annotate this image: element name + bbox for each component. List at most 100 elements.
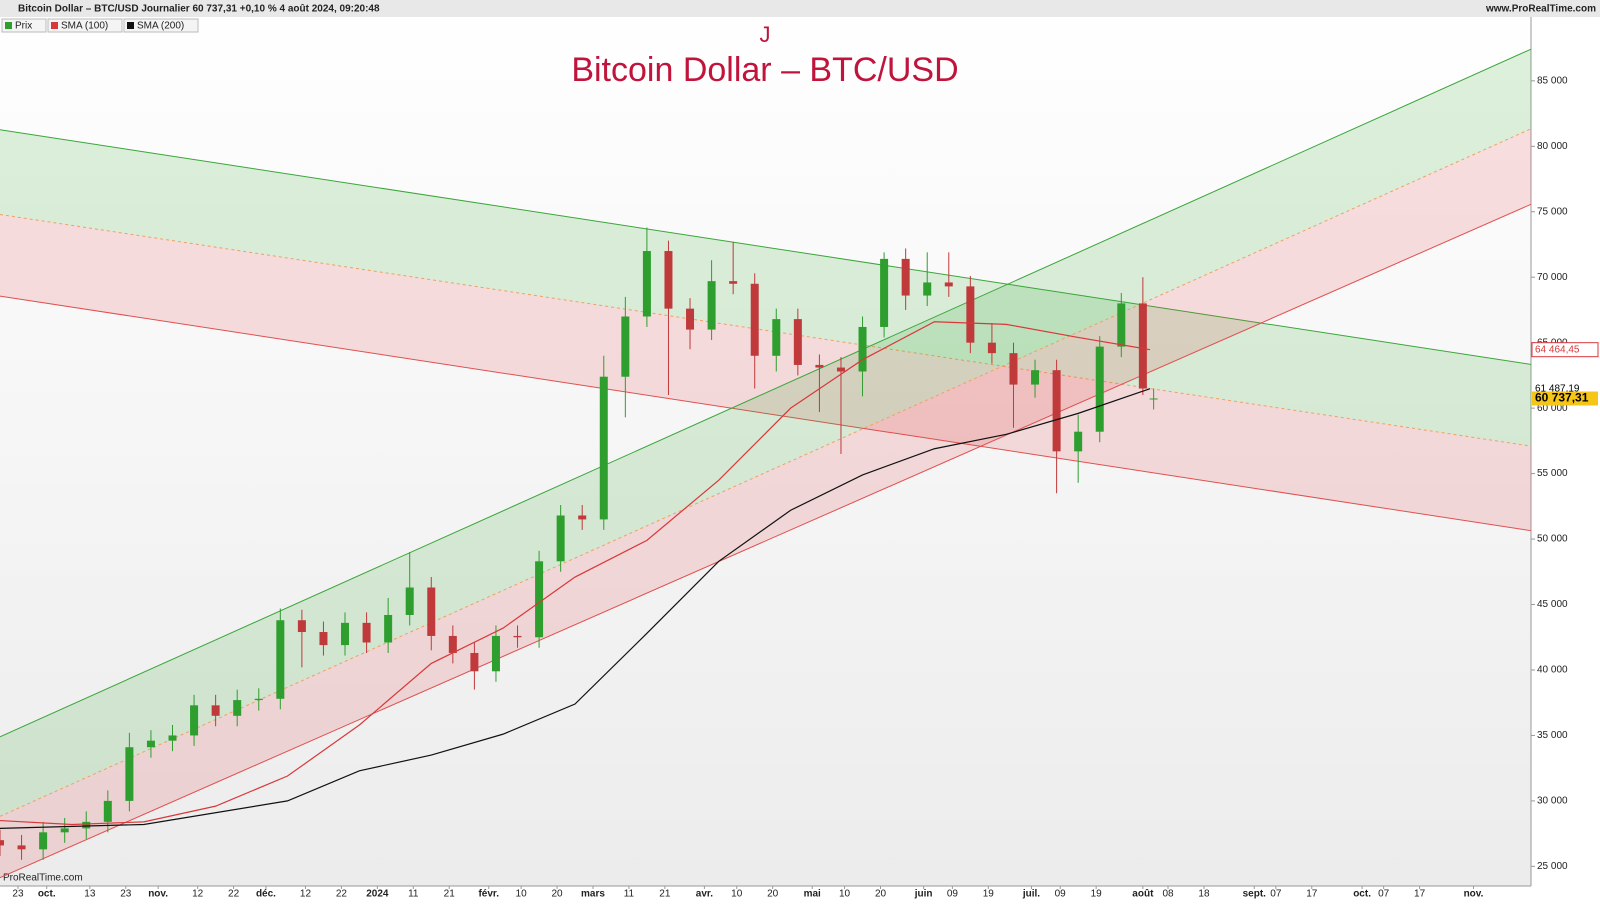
channel-line <box>0 295 1532 532</box>
x-tick-label: août <box>1132 889 1154 900</box>
x-tick-label: 2024 <box>366 889 389 900</box>
legend-swatch <box>127 22 134 29</box>
footer: ProRealTime.com <box>3 873 83 884</box>
x-tick-label: 10 <box>731 889 743 900</box>
legend-box <box>1 18 47 33</box>
candle-body <box>556 515 565 562</box>
x-tick-label: 07 <box>1270 889 1282 900</box>
candle-body <box>599 376 608 520</box>
x-tick-label: 21 <box>659 889 671 900</box>
y-tick-label: 80 000 <box>1537 141 1568 152</box>
price-tag: 61 487,19 <box>1535 383 1580 394</box>
x-tick-label: 21 <box>444 889 456 900</box>
candle-body <box>146 740 155 748</box>
legend-sma200: SMA (200) <box>137 21 184 32</box>
candle-body <box>815 364 824 368</box>
candle-body <box>405 587 414 615</box>
legend-swatch <box>5 22 12 29</box>
candle-body <box>82 821 91 829</box>
x-tick-label: 18 <box>1198 889 1210 900</box>
x-tick-label: 10 <box>839 889 851 900</box>
candle-body <box>1117 303 1126 347</box>
x-tick-label: 22 <box>228 889 240 900</box>
candle-body <box>362 622 371 643</box>
candle-body <box>621 316 630 377</box>
price-tag-bg <box>1531 342 1599 358</box>
candle-body <box>642 251 651 317</box>
candle-body <box>491 635 500 672</box>
x-tick-label: mai <box>804 889 821 900</box>
x-tick-label: 08 <box>1162 889 1174 900</box>
candle-body <box>880 258 889 327</box>
legend-sma100: SMA (100) <box>61 21 108 32</box>
candle-body <box>966 286 975 343</box>
x-tick-label: 23 <box>120 889 132 900</box>
x-tick-label: 23 <box>12 889 24 900</box>
x-tick-label: 11 <box>408 889 419 900</box>
candle-body <box>664 251 673 309</box>
candle-body <box>276 620 285 699</box>
price-tag: 60 737,31 <box>1535 391 1589 405</box>
x-tick-label: 20 <box>551 889 563 900</box>
candle-body <box>427 587 436 636</box>
candle-body <box>60 828 69 833</box>
axes: 25 000 30 000 35 000 40 000 45 000 50 000 55 0… <box>12 75 1599 900</box>
plot-bg <box>0 0 1531 886</box>
y-tick-label: 70 000 <box>1537 272 1568 283</box>
x-tick-label: 10 <box>516 889 528 900</box>
y-tick-label: 35 000 <box>1537 730 1568 741</box>
candle-body <box>103 800 112 822</box>
candle-body <box>1074 431 1083 452</box>
x-tick-label: oct. <box>38 889 56 900</box>
x-tick-label: 09 <box>1055 889 1067 900</box>
y-tick-label: 55 000 <box>1537 468 1568 479</box>
candle-body <box>254 698 263 701</box>
y-tick-label: 40 000 <box>1537 665 1568 676</box>
channel-line <box>0 203 1532 879</box>
y-tick-label: 75 000 <box>1537 206 1568 217</box>
channel-line <box>0 214 1532 447</box>
x-tick-label: 22 <box>336 889 348 900</box>
x-tick-label: 07 <box>1378 889 1390 900</box>
sma-line <box>0 321 1151 826</box>
x-tick-label: 11 <box>624 889 635 900</box>
candle-body <box>750 283 759 356</box>
chart-title: Bitcoin Dollar – BTC/USD <box>571 51 958 89</box>
price-tag: 64 464,45 <box>1535 344 1580 355</box>
candle-body <box>858 326 867 372</box>
candle-body <box>836 367 845 372</box>
candle-body <box>125 747 134 801</box>
x-tick-label: 17 <box>1414 889 1426 900</box>
candle-body <box>211 705 220 716</box>
x-tick-label: avr. <box>696 889 713 900</box>
x-tick-label: nov. <box>148 889 168 900</box>
channel-fill-lower <box>0 214 1531 531</box>
header-text: Bitcoin Dollar – BTC/USD Journalier 60 7… <box>18 4 380 15</box>
candle-body <box>1052 370 1061 452</box>
y-tick-label: 50 000 <box>1537 534 1568 545</box>
candle-body <box>190 705 199 736</box>
legend-prix: Prix <box>15 21 32 32</box>
sma-lines <box>0 321 1151 829</box>
chart-supertitle: J <box>760 22 771 47</box>
candle-body <box>987 342 996 354</box>
candle-body <box>233 700 242 716</box>
x-tick-label: févr. <box>478 889 499 900</box>
candle-body <box>168 735 177 741</box>
candle-body <box>0 840 4 846</box>
price-tag-bg <box>1532 391 1598 406</box>
candle-body <box>341 622 350 646</box>
candle-body <box>17 845 26 850</box>
channel-line <box>0 48 1532 738</box>
x-tick-label: 20 <box>767 889 779 900</box>
channel-line <box>0 129 1532 365</box>
candle-body <box>384 614 393 643</box>
x-tick-label: 17 <box>1306 889 1318 900</box>
candle-body <box>448 635 457 653</box>
y-tick-label: 45 000 <box>1537 599 1568 610</box>
candle-body <box>513 635 522 638</box>
candle-body <box>39 832 48 850</box>
x-tick-label: juin <box>914 889 933 900</box>
